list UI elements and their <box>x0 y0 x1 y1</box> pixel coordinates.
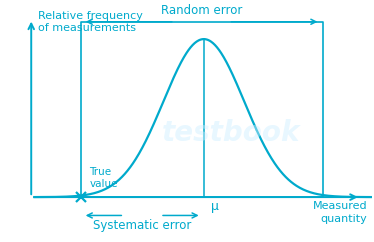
Text: μ: μ <box>211 200 218 213</box>
Text: Random error: Random error <box>161 4 242 17</box>
Text: testbook: testbook <box>162 120 301 147</box>
Text: True
value: True value <box>89 166 118 189</box>
Text: Measured
quantity: Measured quantity <box>313 201 367 224</box>
Text: Relative frequency
of measurements: Relative frequency of measurements <box>38 11 143 33</box>
Text: Systematic error: Systematic error <box>93 219 191 232</box>
